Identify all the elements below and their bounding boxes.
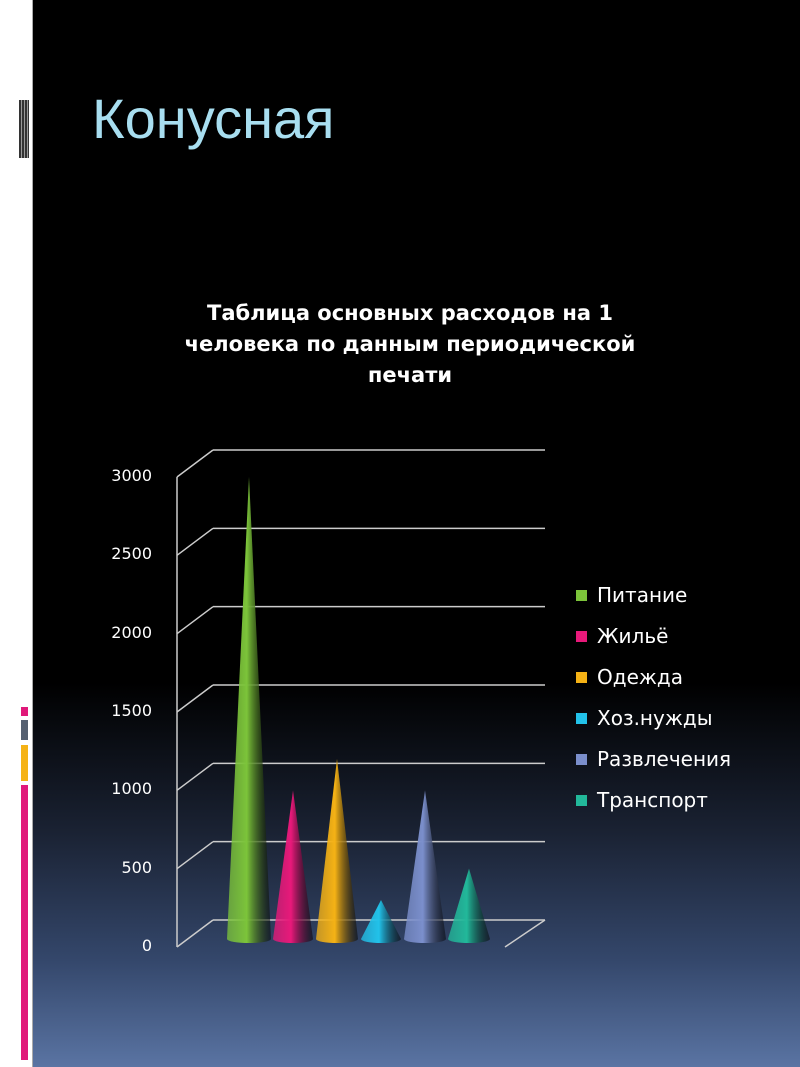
legend-item: Одежда <box>576 665 683 689</box>
legend-swatch <box>576 753 587 765</box>
legend-label: Питание <box>597 583 688 607</box>
legend-label: Одежда <box>597 665 683 689</box>
marker-pink <box>21 707 28 716</box>
cone-Транспорт <box>448 868 490 943</box>
y-tick-label: 2000 <box>111 622 152 642</box>
legend-swatch <box>576 712 587 724</box>
y-tick-label: 2500 <box>111 544 152 564</box>
gridline-side <box>176 606 214 635</box>
marker-gray <box>21 720 28 740</box>
slide-thumbnail-strip <box>0 0 33 1067</box>
legend-item: Транспорт <box>576 788 708 812</box>
floor-edge <box>504 919 546 948</box>
chart-title-line: человека по данным периодической <box>184 332 636 356</box>
marker-orange <box>21 745 28 781</box>
legend-swatch <box>576 794 587 806</box>
cone-Питание <box>227 477 271 943</box>
cone-Одежда <box>316 759 358 943</box>
gridline-side <box>176 841 214 870</box>
legend-swatch <box>576 671 587 683</box>
y-tick-label: 3000 <box>111 466 152 485</box>
legend-swatch <box>576 589 587 601</box>
gridline-side <box>176 527 214 556</box>
chart-title: Таблица основных расходов на 1 человека … <box>140 298 680 391</box>
marker-pink-long <box>21 785 28 1060</box>
chart-title-line: печати <box>367 363 453 387</box>
legend-item: Жильё <box>576 624 668 648</box>
y-tick-label: 500 <box>121 857 152 877</box>
cone-Хоз.нужды <box>361 900 401 943</box>
legend-item: Развлечения <box>576 747 731 771</box>
legend-item: Хоз.нужды <box>576 706 712 730</box>
legend-item: Питание <box>576 583 687 607</box>
gridline-side <box>176 919 214 948</box>
cone-Жильё <box>273 790 313 943</box>
legend-label: Жильё <box>597 624 669 648</box>
y-tick-label: 1500 <box>111 701 152 720</box>
gridline-side <box>176 449 214 478</box>
scroll-marker <box>19 100 29 158</box>
legend-label: Хоз.нужды <box>597 706 713 730</box>
gridline-side <box>176 684 214 713</box>
legend-swatch <box>576 630 587 642</box>
chart-title-line: Таблица основных расходов на 1 <box>207 301 613 325</box>
y-tick-label: 0 <box>141 936 152 955</box>
slide-title: Конусная <box>92 87 335 150</box>
gridline-side <box>176 762 214 791</box>
cone-Развлечения <box>404 790 446 943</box>
legend-label: Развлечения <box>597 747 732 771</box>
legend-label: Транспорт <box>597 788 708 812</box>
y-tick-label: 1000 <box>111 779 152 799</box>
